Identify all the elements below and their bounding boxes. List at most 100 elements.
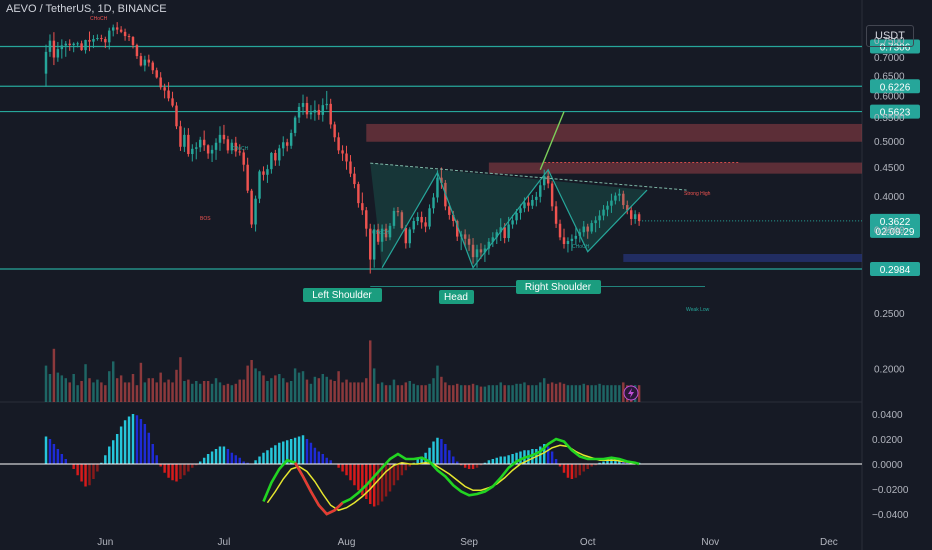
x-tick-label: Jun <box>97 537 113 548</box>
histogram-bar <box>479 464 483 466</box>
histogram-bar <box>626 462 629 464</box>
volume-bar <box>590 385 593 402</box>
candle-body <box>594 220 597 224</box>
volume-bar <box>341 382 344 402</box>
price-tick-label: 0.4500 <box>874 163 905 174</box>
volume-bar <box>535 385 538 402</box>
volume-bar <box>365 378 368 402</box>
candle-body <box>238 151 241 153</box>
volume-bar <box>238 379 241 402</box>
volume-bar <box>519 383 522 402</box>
volume-bar <box>380 382 384 402</box>
symbol-title: AEVO / TetherUS, 1D, BINANCE <box>6 3 167 15</box>
volume-bar <box>147 378 151 402</box>
candle-body <box>258 171 261 199</box>
candle-body <box>463 234 467 239</box>
volume-bar <box>432 378 435 402</box>
volume-bar <box>562 383 566 402</box>
histogram-bar <box>262 452 265 464</box>
candle-body <box>183 134 186 147</box>
volume-bar <box>191 383 194 402</box>
volume-bar <box>349 382 352 402</box>
price-tick-label: 0.3500 <box>874 225 905 236</box>
lightning-bolt-icon[interactable] <box>623 385 639 401</box>
candle-body <box>499 227 502 233</box>
volume-bar <box>622 382 625 402</box>
candle-body <box>191 148 194 155</box>
weak-low-annotation: Weak Low <box>686 307 710 313</box>
candle-body <box>566 241 570 245</box>
candle-body <box>234 142 238 152</box>
histogram-bar <box>52 444 56 464</box>
candle-body <box>167 90 170 99</box>
volume-bar <box>44 365 48 402</box>
zones-layer <box>366 123 862 262</box>
volume-bar <box>266 381 269 402</box>
price-tick-label: 0.4000 <box>874 192 905 203</box>
histogram-bar <box>234 455 238 464</box>
currency-selector[interactable]: USDT <box>866 25 914 47</box>
histogram-bar <box>594 464 597 466</box>
histogram-bar <box>448 450 451 464</box>
volume-bar <box>183 381 186 402</box>
volume-bar <box>558 382 562 402</box>
histogram-bar <box>151 444 154 464</box>
volume-bar <box>467 385 471 402</box>
volume-bar <box>218 382 222 402</box>
volume-bar <box>84 364 87 402</box>
histogram-bar <box>570 464 574 479</box>
volume-bar <box>171 382 174 402</box>
histogram-bar <box>554 459 558 464</box>
candle-body <box>131 37 135 46</box>
candle-body <box>123 31 127 37</box>
volume-bar <box>100 382 103 402</box>
volume-bar <box>278 374 281 402</box>
level-tag-text-2: 0.5623 <box>880 108 911 119</box>
candle-body <box>242 152 245 165</box>
price-tick-label: 0.6500 <box>874 72 905 83</box>
histogram-bar <box>119 426 123 464</box>
candle-body <box>392 210 396 226</box>
volume-bar <box>479 386 483 402</box>
volume-bar <box>135 385 139 402</box>
histogram-bar <box>222 446 226 464</box>
candle-body <box>187 134 190 155</box>
volume-bar <box>606 385 609 402</box>
x-tick-label: Oct <box>580 537 596 548</box>
osc-tick-label: −0.0400 <box>872 510 909 521</box>
volume-bar <box>179 357 182 402</box>
ma-slow-line <box>266 444 640 512</box>
histogram-bar <box>214 449 218 464</box>
candle-body <box>602 209 605 216</box>
candle-body <box>179 126 182 147</box>
volume-bar <box>333 381 336 402</box>
candle-body <box>139 56 143 66</box>
x-tick-label: Nov <box>701 537 719 548</box>
volume-bar <box>487 385 491 402</box>
zone-supply-0 <box>366 123 862 142</box>
volume-bar <box>127 382 131 402</box>
volume-bar <box>52 348 56 402</box>
candle-body <box>550 183 554 207</box>
candle-body <box>408 229 412 244</box>
candle-body <box>527 202 530 206</box>
histogram-bar <box>100 462 103 464</box>
candle-body <box>614 195 617 201</box>
histogram-bar <box>558 464 562 467</box>
candle-body <box>60 45 64 50</box>
histogram-bar <box>475 464 479 468</box>
histogram-bar <box>92 464 95 479</box>
neckline <box>370 162 687 191</box>
oscillator-layer <box>0 414 862 516</box>
candle-body <box>396 210 400 213</box>
volume-layer <box>44 340 641 402</box>
candle-body <box>511 220 514 225</box>
volume-bar <box>598 383 601 402</box>
level-tag-2 <box>870 104 920 119</box>
candle-body <box>574 235 578 239</box>
histogram-bar <box>88 464 91 486</box>
candle-body <box>519 208 522 213</box>
histogram-bar <box>499 456 502 464</box>
volume-bar <box>301 371 305 402</box>
volume-bar <box>357 382 360 402</box>
